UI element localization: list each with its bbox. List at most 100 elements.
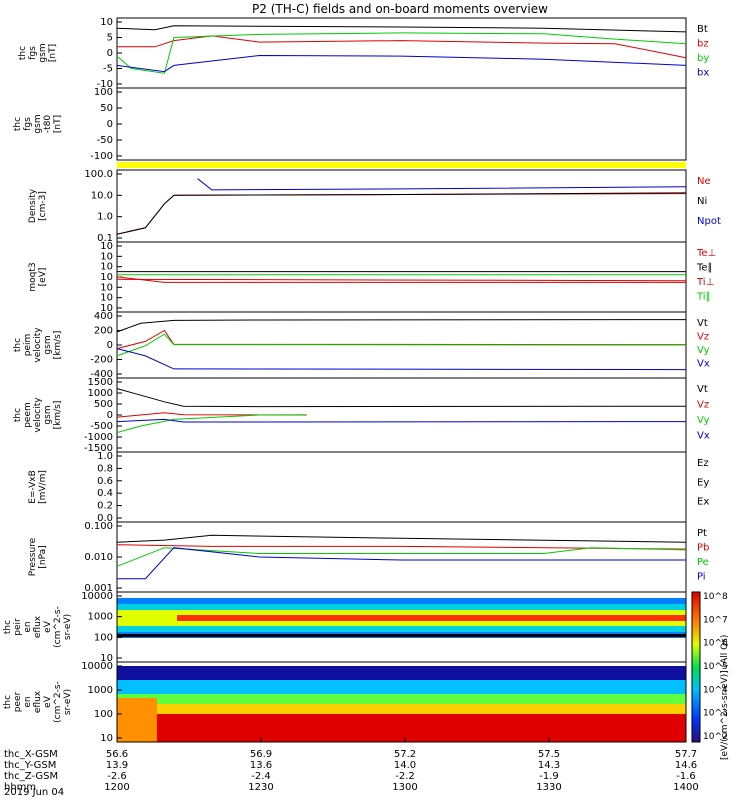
legend-label: Ey — [697, 477, 709, 488]
legend-label: Te∥ — [696, 263, 713, 274]
legend-label: Pt — [697, 528, 707, 539]
legend-label: Vz — [697, 400, 709, 411]
series-Pi — [117, 547, 686, 580]
ytick-label: 400 — [94, 311, 113, 322]
ytick-label: 10 — [100, 733, 113, 744]
panel-peer: 10000 1000 100 10 thc peer en eflux eV (cm^2-s-sr… — [3, 661, 687, 744]
ylabel-line: velocity — [33, 397, 43, 433]
ytick-label: 10 — [100, 241, 113, 252]
ytick-label: 1000 — [88, 685, 113, 696]
series-Ti⊥ — [116, 278, 687, 282]
colorbar-tick: 10^8 — [703, 592, 728, 602]
legend-label: Vx — [697, 431, 710, 442]
series-Ni — [116, 192, 687, 235]
ytick-label: 1.0 — [97, 212, 113, 223]
legend-label: Ti⊥ — [696, 277, 714, 288]
series-Vx — [116, 418, 687, 423]
xtick-hhmm: 1300 — [392, 782, 417, 793]
ylabel-line: en — [23, 696, 33, 707]
ylabel-line: (cm^2-s- — [53, 606, 63, 648]
ylabel-line: thc — [13, 117, 23, 131]
panel-pressure: 0.100 0.010 0.001 Pressure [nPa] Pt Pb Pe Pi — [28, 521, 709, 594]
xtick-hhmm: 1200 — [104, 782, 129, 793]
ytick-label: 0.6 — [97, 476, 113, 487]
series-Vy — [116, 414, 307, 434]
series-Vz — [116, 329, 687, 350]
ytick-label: 0 — [107, 48, 113, 59]
xtick-x: 57.5 — [538, 749, 560, 760]
ylabel-line: gsm — [33, 114, 43, 133]
ytick-label: 1000 — [88, 388, 113, 399]
xtick-z: -2.4 — [251, 771, 271, 782]
xtick-hhmm: 1330 — [536, 782, 561, 793]
ylabel-line: eV — [43, 620, 53, 633]
ytick-label: 10 — [100, 653, 113, 664]
series-Vy — [116, 333, 687, 357]
panel-frame — [116, 521, 687, 593]
ytick-label: 10 — [100, 17, 113, 28]
ylabel-line: en — [23, 621, 33, 632]
legend-label: Te⊥ — [696, 248, 716, 259]
series-bx — [116, 54, 687, 73]
series-Pt — [116, 534, 687, 543]
legend-label: by — [697, 53, 709, 64]
ylabel-line: Density — [28, 188, 38, 223]
xtick-hhmm: 1230 — [248, 782, 273, 793]
legend-label: bx — [697, 68, 709, 79]
colorbar-tick: 10^3 — [703, 709, 728, 719]
ytick-label: 5 — [107, 33, 113, 44]
ylabel-line: [km/s] — [53, 401, 63, 430]
ytick-label: 0.0 — [97, 513, 113, 524]
ylabel-line: [mV/m] — [38, 470, 48, 504]
ytick-label: 10000 — [81, 661, 113, 672]
ytick-label: -400 — [90, 369, 113, 380]
ylabel-line: gsm — [38, 43, 48, 62]
xtick-z: -2.2 — [395, 771, 415, 782]
ylabel-line: thc — [13, 408, 23, 422]
legend-label: Ne — [697, 176, 711, 187]
xtick-hhmm: 1400 — [673, 782, 698, 793]
panel-peir: 10000 1000 100 10 thc peir en eflux eV (cm^2-s-sr… — [3, 591, 687, 664]
band-red — [117, 714, 686, 742]
series-Pb — [116, 544, 687, 550]
ylabel-line: gsm — [43, 335, 53, 354]
xtick-y: 14.6 — [675, 760, 697, 771]
legend-label: Vy — [697, 415, 710, 426]
date-label: 2019 Jun 04 — [4, 787, 64, 798]
ylabel-line: sr-eV) — [63, 614, 73, 640]
panel-frame — [116, 661, 687, 743]
ytick-label: 500 — [94, 399, 113, 410]
ylabel-line: eflux — [33, 690, 43, 713]
xtick-x: 56.9 — [250, 749, 272, 760]
xtick-z: -2.6 — [107, 771, 127, 782]
panel-frame — [116, 87, 687, 161]
colorbar-bar — [691, 591, 701, 743]
legend-label: Ex — [697, 497, 709, 508]
ylabel-line: moqt3 — [28, 262, 38, 291]
band-cyan — [117, 680, 686, 694]
legend-label: Vx — [697, 359, 710, 370]
xtick-y: 13.9 — [106, 760, 128, 771]
ylabel-line: [eV] — [38, 268, 48, 287]
ytick-label: -1000 — [84, 432, 113, 443]
ytick-label: -200 — [90, 355, 113, 366]
ytick-label: 100 — [94, 87, 113, 98]
colorbar-label: [eV/(cm^2-s-sr-eV)] (All Qs) — [720, 635, 730, 760]
ylabel-line: gsm — [43, 405, 53, 424]
series-Bt — [116, 25, 687, 33]
xtick-z: -1.6 — [676, 771, 696, 782]
ytick-label: -50 — [97, 135, 113, 146]
panel-frame — [116, 451, 687, 523]
row-label: thc_Y-GSM — [4, 760, 56, 771]
ytick-label: 0 — [107, 410, 113, 421]
legend-label: Vt — [697, 384, 708, 395]
series-bz — [117, 35, 687, 59]
ytick-label: 1.0 — [97, 451, 113, 462]
ytick-label: -5 — [103, 64, 113, 75]
band-top — [117, 666, 686, 680]
panel-frame — [116, 241, 687, 313]
series-Vt — [116, 388, 687, 408]
xtick-x: 57.2 — [394, 749, 416, 760]
